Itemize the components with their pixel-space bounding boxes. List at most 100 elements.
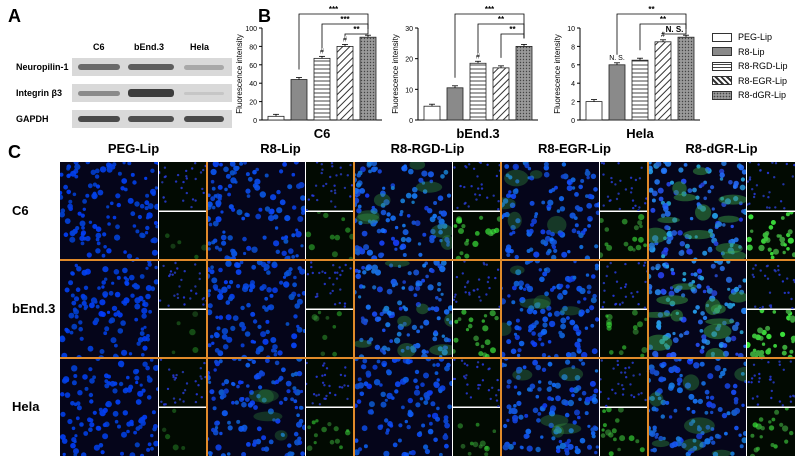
cell-nucleus [58,194,64,200]
cell-nucleus [465,238,470,242]
cell-nucleus [733,196,739,202]
cell-nucleus [785,211,790,216]
cell-nucleus [386,428,390,433]
cell-nucleus [328,276,331,280]
cell-nucleus [623,241,629,246]
cell-nucleus [651,198,656,203]
cell-nucleus [287,451,294,458]
legend-swatch [712,90,732,100]
cell-nucleus [174,180,178,183]
cell-nucleus [464,253,470,259]
cell-nucleus [541,328,548,335]
cell-nucleus [134,303,141,310]
cell-nucleus [130,211,136,217]
cell-nucleus [515,179,520,184]
legend-item: PEG-Lip [712,30,788,45]
cell-cytoplasm [430,224,454,238]
cell-nucleus [778,363,781,366]
cell-nucleus [333,271,337,274]
cell-nucleus [518,280,524,287]
cell-nucleus [390,215,396,221]
cell-nucleus [732,324,739,331]
cell-nucleus [285,380,292,387]
cell-nucleus [548,386,552,390]
cell-nucleus [710,263,716,269]
cell-nucleus [453,223,458,228]
cell-nucleus [210,265,214,269]
cell-nucleus [95,248,101,254]
microscopy-green-image [453,407,501,456]
cell-nucleus [763,235,769,241]
cell-nucleus [131,284,135,288]
microscopy-merged-image [58,159,161,261]
cell-nucleus [540,342,545,347]
cell-nucleus [167,304,170,307]
cell-nucleus [228,296,234,302]
cell-nucleus [708,228,714,234]
cell-nucleus [104,373,109,379]
cell-nucleus [748,176,752,179]
cell-cytoplasm [507,211,522,230]
cell-nucleus [257,345,264,352]
cell-nucleus [757,380,761,383]
cell-nucleus [437,223,443,230]
grid-separator [647,162,649,456]
cell-nucleus [402,321,407,326]
cell-nucleus [585,168,589,173]
cell-cytoplasm [645,334,673,351]
significance-bracket [298,13,369,70]
cell-nucleus [336,310,342,316]
cell-nucleus [450,348,456,354]
microscopy-green-image [453,211,503,261]
cell-nucleus [407,271,412,276]
cell-nucleus [628,434,635,441]
cell-nucleus [497,388,500,392]
cell-nucleus [218,359,223,364]
cell-nucleus [142,361,148,367]
cell-nucleus [529,175,535,181]
cell-nucleus [313,432,318,437]
cell-nucleus [78,326,83,332]
cell-nucleus [547,340,552,344]
cell-nucleus [791,175,794,178]
cell-nucleus [298,418,304,424]
cell-nucleus [154,186,159,190]
cell-nucleus [185,382,189,385]
cell-nucleus [67,173,71,177]
cell-nucleus [106,162,111,168]
cell-nucleus [297,293,301,297]
cell-nucleus [200,377,203,380]
cell-nucleus [587,290,591,294]
cell-nucleus [413,389,421,396]
cell-nucleus [172,374,175,377]
cell-nucleus [316,295,319,298]
cell-nucleus [225,300,231,305]
cell-nucleus [313,315,320,321]
cell-nucleus [717,407,723,412]
cell-nucleus [729,318,734,324]
cell-nucleus [453,295,456,299]
cell-nucleus [752,333,757,338]
cell-nucleus [560,323,566,330]
cell-nucleus [443,418,449,424]
cell-nucleus [68,280,74,286]
cell-nucleus [435,362,441,367]
cell-nucleus [692,309,697,314]
cell-nucleus [330,162,334,165]
cell-nucleus [217,196,222,201]
cell-nucleus [63,184,68,190]
cell-nucleus [328,384,331,388]
cell-nucleus [339,273,342,277]
cell-nucleus [515,318,520,323]
cell-nucleus [199,171,203,174]
cell-nucleus [702,250,708,256]
cell-nucleus [104,379,109,384]
cell-nucleus [173,294,176,297]
cell-nucleus [692,398,698,404]
cell-nucleus [579,437,586,444]
cell-nucleus [139,232,145,238]
cell-nucleus [535,446,541,453]
cell-nucleus [398,423,403,428]
cell-nucleus [162,196,165,199]
cell-nucleus [137,214,142,220]
